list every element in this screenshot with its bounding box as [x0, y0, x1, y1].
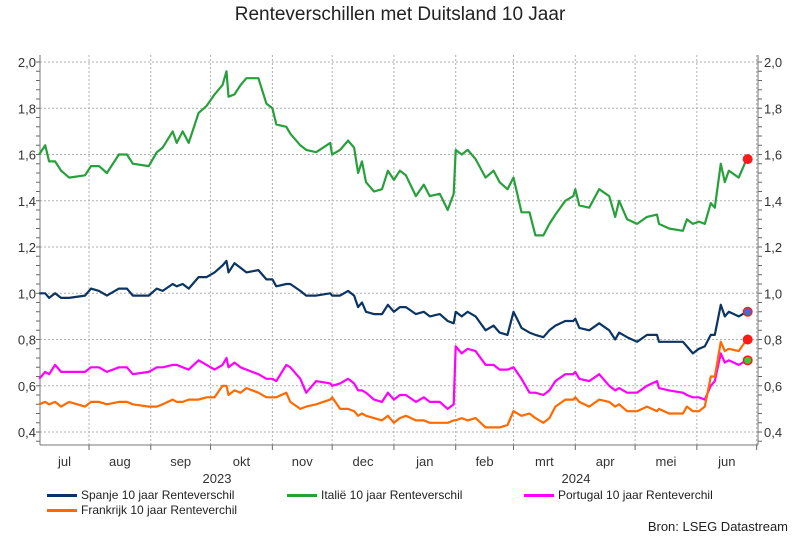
y-tick-label-left: 1,2 [18, 240, 36, 255]
legend-swatch-frankrijk [47, 508, 77, 512]
y-tick-label-left: 1,8 [18, 101, 36, 116]
x-tick-label: dec [353, 454, 374, 469]
y-tick-label-right: 0,8 [764, 333, 782, 348]
x-tick-label: jun [717, 454, 735, 469]
end-marker-1 [744, 155, 752, 163]
y-tick-label-right: 1,2 [764, 240, 782, 255]
end-marker-0 [744, 308, 752, 316]
x-tick-label: mei [655, 454, 676, 469]
y-tick-label-right: 0,6 [764, 379, 782, 394]
y-tick-label-left: 1,6 [18, 148, 36, 163]
end-marker-3 [744, 336, 752, 343]
y-tick-label-right: 1,4 [764, 194, 782, 209]
series-line-2 [38, 345, 748, 410]
legend-item-frankrijk: Frankrijk 10 jaar Renteverchil [47, 503, 237, 517]
series-line-0 [39, 259, 748, 355]
x-tick-label: aug [109, 454, 131, 469]
y-tick-label-left: 0,4 [18, 425, 36, 440]
chart-title: Renteverschillen met Duitsland 10 Jaar [234, 4, 566, 25]
x-tick-label: nov [292, 454, 313, 469]
x-tick-label: jan [415, 454, 433, 469]
x-tick-label: okt [233, 454, 251, 469]
y-tick-label-right: 1,8 [764, 101, 782, 116]
y-tick-label-left: 1,4 [18, 194, 36, 209]
y-tick-label-right: 0,4 [764, 425, 782, 440]
y-tick-label-right: 2,0 [764, 55, 782, 70]
y-tick-label-left: 0,6 [18, 379, 36, 394]
x-tick-label: feb [476, 454, 494, 469]
y-tick-label-left: 0,8 [18, 333, 36, 348]
legend-item-spanje: Spanje 10 jaar Renteverschil [47, 488, 234, 502]
x-tick-label: apr [596, 454, 615, 469]
y-tick-label-left: 1,0 [18, 286, 36, 301]
y-tick-label-right: 1,0 [764, 286, 782, 301]
legend-label-frankrijk: Frankrijk 10 jaar Renteverchil [81, 503, 238, 517]
year-label: 2023 [203, 471, 232, 486]
legend-swatch-italie [287, 493, 317, 497]
legend-label-portugal: Portugal 10 jaar Renteverchil [558, 488, 713, 502]
series-line-3 [38, 338, 748, 429]
x-tick-label: jul [57, 454, 71, 469]
end-marker-2 [744, 356, 752, 364]
x-tick-label: sep [170, 454, 191, 469]
source-note: Bron: LSEG Datastream [647, 519, 788, 534]
x-tick-label: mrt [535, 454, 554, 469]
legend-swatch-spanje [47, 493, 77, 497]
series-line-1 [38, 70, 748, 237]
legend-label-spanje: Spanje 10 jaar Renteverschil [81, 488, 235, 502]
legend-item-italie: Italië 10 jaar Renteverschil [287, 488, 462, 502]
legend-label-italie: Italië 10 jaar Renteverschil [321, 488, 463, 502]
y-tick-label-right: 1,6 [764, 148, 782, 163]
legend-swatch-portugal [524, 493, 554, 497]
year-label: 2024 [562, 471, 591, 486]
y-tick-label-left: 2,0 [18, 55, 36, 70]
legend-item-portugal: Portugal 10 jaar Renteverchil [524, 488, 713, 502]
